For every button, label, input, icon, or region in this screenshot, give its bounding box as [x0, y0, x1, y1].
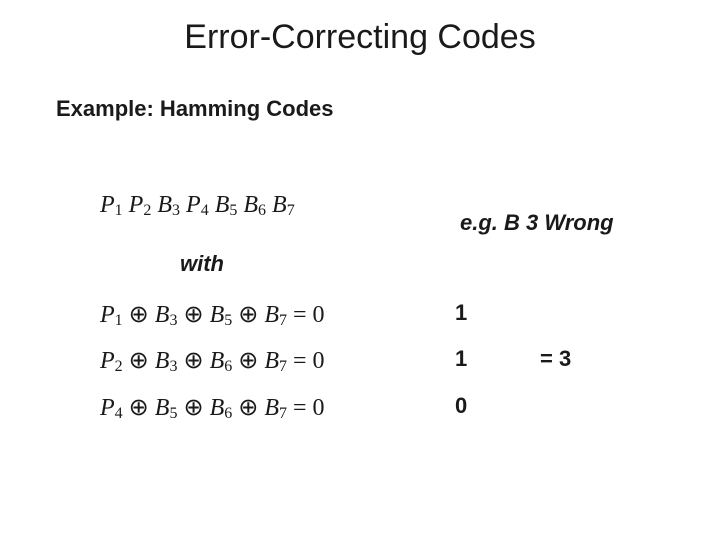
syndrome-bit-1: 1 [455, 300, 467, 326]
page-title: Error-Correcting Codes [0, 18, 720, 57]
subtitle: Example: Hamming Codes [56, 96, 334, 122]
with-label: with [180, 251, 224, 277]
parity-equation-1: P1 ⊕ B3 ⊕ B5 ⊕ B7 = 0 [100, 300, 325, 330]
parity-equation-3: P4 ⊕ B5 ⊕ B6 ⊕ B7 = 0 [100, 393, 325, 423]
syndrome-bit-3: 0 [455, 393, 467, 419]
example-label: e.g. B 3 Wrong [460, 210, 614, 236]
syndrome-bit-2: 1 [455, 346, 467, 372]
syndrome-value: = 3 [540, 346, 571, 372]
parity-equation-2: P2 ⊕ B3 ⊕ B6 ⊕ B7 = 0 [100, 346, 325, 376]
slide: Error-Correcting Codes Example: Hamming … [0, 0, 720, 540]
codeword-formula: P1 P2 B3 P4 B5 B6 B7 [100, 192, 295, 220]
